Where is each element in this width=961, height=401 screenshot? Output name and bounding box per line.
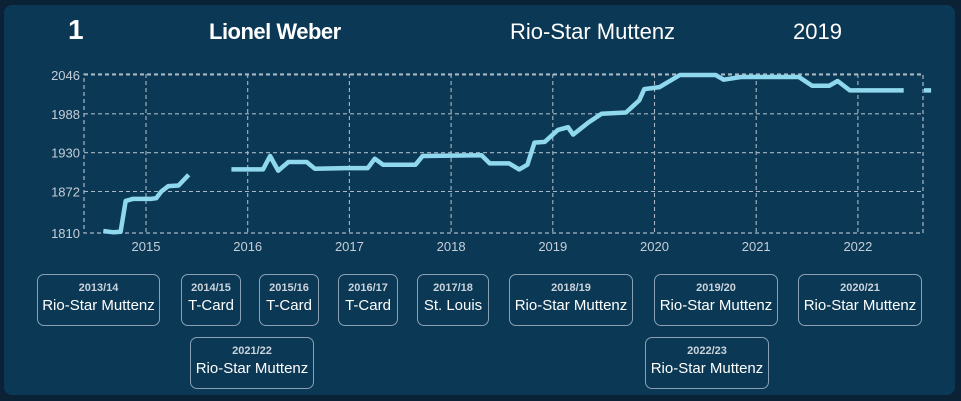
y-tick-label: 1930 — [51, 146, 80, 161]
season-label: 2017/18 — [433, 282, 473, 294]
season-badge[interactable]: 2019/20 Rio-Star Muttenz — [654, 274, 778, 326]
player-name: Lionel Weber — [209, 19, 341, 44]
season-club: Rio-Star Muttenz — [42, 297, 155, 314]
season-badge[interactable]: 2022/23 Rio-Star Muttenz — [645, 337, 769, 389]
season-club: T-Card — [266, 297, 312, 314]
x-tick-label: 2018 — [437, 239, 466, 254]
current-club: Rio-Star Muttenz — [510, 19, 676, 44]
season-badge[interactable]: 2017/18 St. Louis — [417, 274, 489, 326]
season-club: Rio-Star Muttenz — [650, 360, 764, 377]
x-tick-label: 2015 — [132, 239, 161, 254]
season-club: T-Card — [345, 297, 391, 314]
season-label: 2020/21 — [840, 282, 880, 294]
plot-frame — [83, 73, 924, 234]
x-tick-label: 2016 — [233, 239, 262, 254]
x-tick-label: 2020 — [640, 239, 669, 254]
season-year: 2019 — [793, 19, 842, 44]
season-badge[interactable]: 2014/15 T-Card — [181, 274, 241, 326]
y-tick-label: 1872 — [51, 184, 80, 199]
season-label: 2014/15 — [191, 282, 231, 294]
season-club: Rio-Star Muttenz — [659, 297, 773, 314]
x-tick-label: 2019 — [538, 239, 567, 254]
player-card — [4, 5, 955, 395]
season-badge[interactable]: 2020/21 Rio-Star Muttenz — [798, 274, 922, 326]
season-label: 2015/16 — [269, 282, 309, 294]
rating-series-line — [231, 72, 904, 173]
rank-number: 1 — [68, 14, 84, 45]
x-tick-label: 2021 — [742, 239, 771, 254]
season-badge[interactable]: 2021/22 Rio-Star Muttenz — [190, 337, 314, 389]
season-badge[interactable]: 2015/16 T-Card — [259, 274, 319, 326]
season-badge[interactable]: 2016/17 T-Card — [338, 274, 398, 326]
x-tick-label: 2017 — [335, 239, 364, 254]
season-label: 2019/20 — [696, 282, 736, 294]
season-club: Rio-Star Muttenz — [195, 360, 309, 377]
x-tick-label: 2022 — [843, 239, 872, 254]
season-badge[interactable]: 2018/19 Rio-Star Muttenz — [509, 274, 633, 326]
rating-series-line — [103, 173, 191, 235]
season-badge[interactable]: 2013/14 Rio-Star Muttenz — [37, 274, 160, 326]
season-label: 2018/19 — [551, 282, 591, 294]
y-tick-label: 1988 — [51, 107, 80, 122]
y-tick-label: 1810 — [51, 226, 80, 241]
season-club: T-Card — [188, 297, 234, 314]
season-club: Rio-Star Muttenz — [514, 297, 628, 314]
season-club: Rio-Star Muttenz — [803, 297, 917, 314]
season-label: 2021/22 — [232, 345, 272, 357]
season-label: 2013/14 — [78, 282, 119, 294]
season-label: 2016/17 — [348, 282, 388, 294]
season-label: 2022/23 — [687, 345, 727, 357]
season-club: St. Louis — [423, 297, 483, 314]
y-tick-label: 2046 — [51, 68, 80, 83]
